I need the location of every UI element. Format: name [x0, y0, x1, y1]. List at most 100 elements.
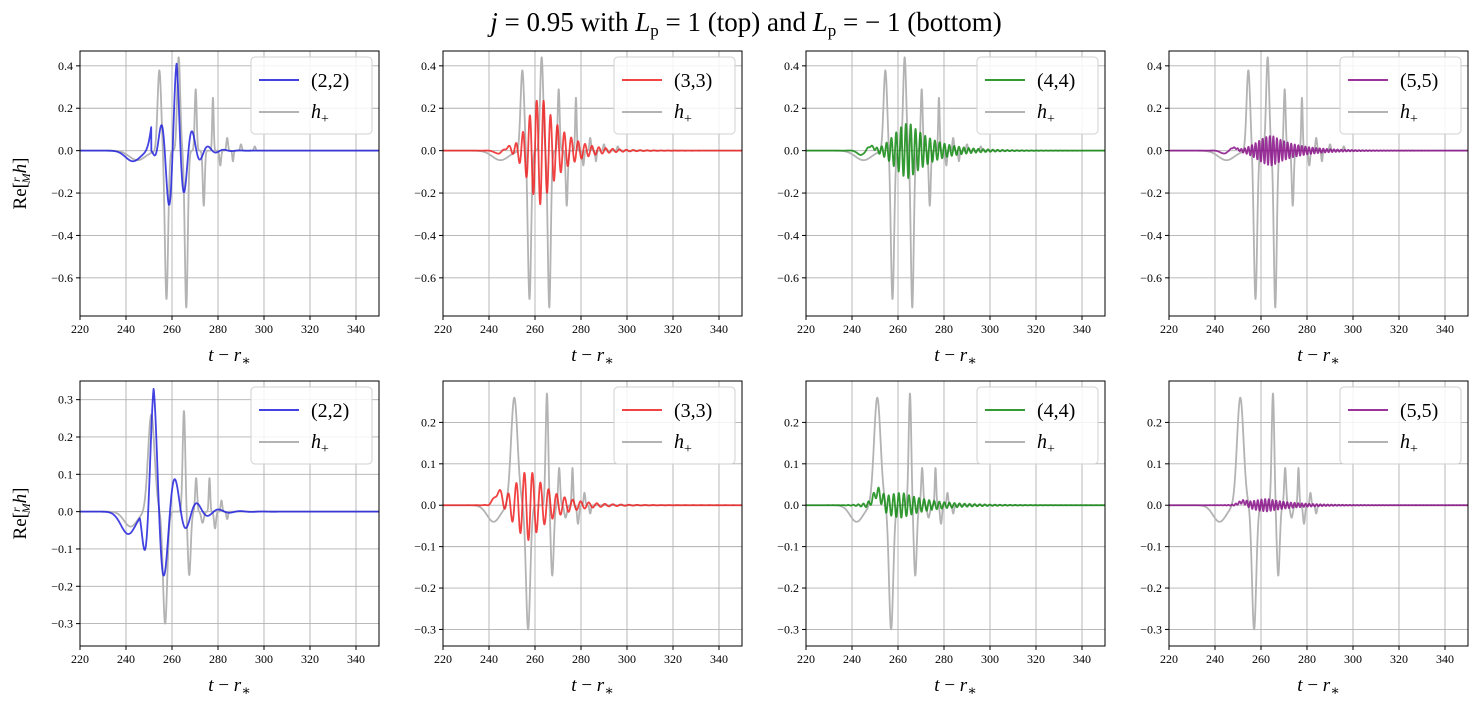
x-tick-label: 300 — [1344, 652, 1362, 666]
legend: (3,3) h+ — [613, 386, 736, 465]
x-tick-label: 280 — [935, 652, 953, 666]
subplot-r2-c1: 220 240 260 280 300 320 340 0.3 0.2 0.1 0.0 −0.1 −0.… — [9, 380, 380, 699]
y-tick-label: 0.0 — [1147, 498, 1162, 512]
grid — [1168, 51, 1468, 316]
series-mode-line — [806, 123, 1105, 179]
y-tick-label: −0.2 — [1140, 186, 1162, 200]
x-tick-label: 280 — [935, 322, 953, 336]
y-tick-label: −0.1 — [1140, 540, 1162, 554]
series-mode-line — [443, 99, 742, 206]
axes-frame — [1168, 380, 1469, 647]
y-tick-label: −0.3 — [414, 622, 436, 636]
x-tick-label: 300 — [255, 322, 273, 336]
axes-frame — [805, 380, 1106, 647]
x-tick-label: 280 — [572, 322, 590, 336]
y-tick-label: 0.4 — [421, 59, 436, 73]
x-tick-label: 300 — [618, 322, 636, 336]
x-tick-label: 260 — [526, 322, 544, 336]
y-tick-label: −0.2 — [51, 579, 73, 593]
x-tick-label: 300 — [255, 652, 273, 666]
y-tick-label: 0.1 — [784, 457, 799, 471]
y-tick-label: 0.4 — [784, 59, 799, 73]
x-tick-label: 340 — [1436, 322, 1454, 336]
y-tick-label: 0.0 — [421, 498, 436, 512]
axes-frame — [79, 50, 380, 317]
series-mode-line — [443, 471, 742, 541]
x-axis-label: t − r∗ — [571, 675, 613, 699]
y-tick-label: −0.4 — [1140, 228, 1162, 242]
x-axis-label: t − r∗ — [934, 675, 976, 699]
legend-label-mode: (4,4) — [1037, 400, 1075, 422]
x-tick-label: 300 — [1344, 322, 1362, 336]
y-tick-label: −0.3 — [777, 622, 799, 636]
legend-label-h-plus: h+ — [674, 431, 692, 457]
x-tick-label: 240 — [117, 322, 135, 336]
legend-label-h-plus: h+ — [1400, 431, 1418, 457]
y-tick-label: 0.2 — [58, 101, 73, 115]
x-tick-label: 240 — [480, 322, 498, 336]
legend-box — [250, 386, 373, 465]
legend-box — [976, 386, 1099, 465]
y-tick-label: 0.0 — [58, 144, 73, 158]
y-tick-label: 0.0 — [1147, 144, 1162, 158]
x-axis-label: t − r∗ — [934, 345, 976, 369]
x-axis-label: t − r∗ — [208, 345, 250, 369]
x-tick-label: 320 — [301, 652, 319, 666]
legend: (3,3) h+ — [613, 56, 736, 135]
x-tick-label: 280 — [572, 652, 590, 666]
y-tick-label: −0.2 — [414, 186, 436, 200]
x-tick-label: 220 — [71, 322, 89, 336]
x-tick-label: 320 — [1390, 322, 1408, 336]
legend-box — [1339, 386, 1462, 465]
x-tick-label: 280 — [1298, 322, 1316, 336]
y-tick-label: −0.2 — [777, 186, 799, 200]
legend: (2,2) h+ — [250, 386, 373, 465]
x-tick-label: 280 — [1298, 652, 1316, 666]
subplots-grid: 220 240 260 280 300 320 340 0.4 0.2 0.0 −0.2 −0.4 −0… — [9, 50, 1469, 699]
y-tick-label: −0.1 — [51, 542, 73, 556]
figure-title: j = 0.95 with Lp = 1 (top) and Lp = − 1 … — [487, 7, 1001, 40]
x-tick-label: 240 — [1206, 322, 1224, 336]
y-tick-label: 0.1 — [58, 467, 73, 481]
x-tick-label: 320 — [1390, 652, 1408, 666]
legend: (2,2) h+ — [250, 56, 373, 135]
y-tick-label: 0.2 — [784, 101, 799, 115]
y-tick-label: −0.6 — [414, 271, 436, 285]
axes-frame — [442, 50, 743, 317]
series-mode-line — [80, 62, 379, 206]
legend: (5,5) h+ — [1339, 56, 1462, 135]
legend-label-mode: (2,2) — [311, 70, 349, 92]
x-tick-label: 260 — [163, 322, 181, 336]
x-tick-label: 320 — [664, 652, 682, 666]
y-tick-label: −0.2 — [51, 186, 73, 200]
y-tick-label: 0.1 — [421, 457, 436, 471]
y-axis-label: Re[rMh] — [9, 488, 33, 540]
legend-label-h-plus: h+ — [674, 101, 692, 127]
legend-label-h-plus: h+ — [311, 431, 329, 457]
y-axis-label: Re[rMh] — [9, 158, 33, 210]
y-tick-label: 0.2 — [1147, 415, 1162, 429]
legend-label-h-plus: h+ — [1400, 101, 1418, 127]
x-tick-label: 340 — [710, 322, 728, 336]
legend-label-mode: (3,3) — [674, 70, 712, 92]
x-tick-label: 320 — [1027, 652, 1045, 666]
axes-frame — [79, 380, 380, 647]
x-tick-label: 240 — [843, 652, 861, 666]
x-tick-label: 240 — [117, 652, 135, 666]
y-tick-label: 0.2 — [784, 415, 799, 429]
y-tick-label: 0.2 — [421, 415, 436, 429]
axes-frame — [1168, 50, 1469, 317]
series-mode-line — [806, 486, 1105, 519]
subplot-r2-c3: 220 240 260 280 300 320 340 0.2 0.1 0.0 −0.1 −0.2 −0… — [777, 380, 1106, 699]
y-tick-label: 0.0 — [58, 505, 73, 519]
axes-frame — [805, 50, 1106, 317]
y-tick-label: −0.6 — [1140, 271, 1162, 285]
x-tick-label: 220 — [71, 652, 89, 666]
legend-box — [250, 56, 373, 135]
legend: (4,4) h+ — [976, 56, 1099, 135]
x-tick-label: 220 — [434, 652, 452, 666]
legend-box — [613, 386, 736, 465]
legend: (4,4) h+ — [976, 386, 1099, 465]
y-tick-label: −0.1 — [414, 540, 436, 554]
y-tick-label: −0.1 — [777, 540, 799, 554]
